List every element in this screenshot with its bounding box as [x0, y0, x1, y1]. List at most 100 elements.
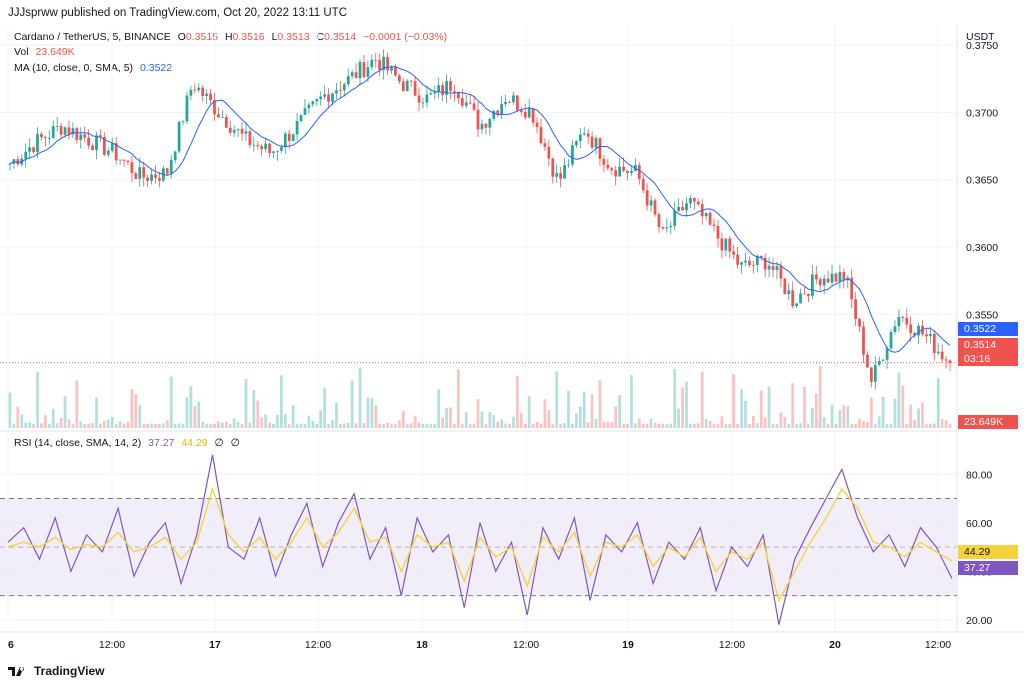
volume-bar	[728, 423, 732, 428]
candle-body	[169, 159, 173, 174]
candle-body	[901, 316, 905, 318]
volume-bar	[154, 423, 157, 428]
candle-body	[716, 226, 720, 239]
volume-bar	[881, 396, 885, 428]
tradingview-logo[interactable]: TradingView	[8, 664, 104, 678]
volume-bar	[405, 423, 409, 428]
published-header: JJJsprww published on TradingView.com, O…	[8, 7, 347, 19]
candle-body	[276, 150, 279, 152]
volume-bar	[220, 422, 224, 428]
candle-body	[775, 266, 779, 271]
volume-bar	[909, 404, 913, 428]
candle-body	[645, 190, 649, 206]
volume-bar	[185, 397, 189, 428]
last-price-tag: 0.3514	[958, 338, 1018, 352]
volume-bar	[578, 406, 582, 428]
volume-bar	[165, 420, 169, 428]
candle-body	[102, 136, 106, 155]
volume-bar	[8, 392, 12, 428]
candle-body	[940, 351, 944, 360]
volume-bar	[126, 421, 130, 428]
ma-legend[interactable]: MA (10, close, 0, SMA, 5) 0.3522	[14, 62, 176, 74]
candle-body	[492, 110, 496, 119]
candle-body	[928, 333, 932, 337]
volume-bar	[767, 386, 771, 428]
volume-bar	[858, 419, 861, 428]
volume-bar	[630, 375, 633, 428]
candle-body	[346, 76, 350, 85]
volume-bar	[763, 417, 767, 428]
candle-body	[630, 170, 633, 173]
volume-bar	[637, 418, 641, 428]
candle-body	[16, 159, 20, 165]
volume-bar	[16, 406, 20, 428]
candle-body	[378, 59, 382, 71]
volume-bar	[838, 409, 842, 428]
volume-bar	[842, 405, 846, 428]
candle-body	[154, 174, 157, 178]
volume-bar	[901, 385, 905, 428]
candle-body	[114, 143, 118, 161]
candle-body	[390, 66, 393, 71]
candle-body	[331, 93, 334, 102]
candle-body	[405, 80, 409, 91]
volume-bar	[28, 422, 32, 428]
candle-body	[692, 198, 696, 202]
volume-bar	[228, 423, 232, 428]
volume-bar	[386, 422, 389, 428]
volume-bar	[618, 395, 622, 428]
price-legend[interactable]: Cardano / TetherUS, 5, BINANCE O0.3515 H…	[14, 31, 451, 43]
candle-body	[614, 170, 618, 177]
volume-bar	[456, 369, 460, 428]
volume-bar	[323, 387, 327, 428]
volume-bar	[535, 421, 539, 428]
candle-body	[32, 147, 35, 153]
candle-body	[335, 90, 338, 94]
candle-body	[382, 56, 386, 71]
candle-body	[531, 108, 535, 123]
candle-body	[437, 85, 441, 92]
volume-bar	[716, 423, 720, 428]
candle-body	[91, 145, 94, 151]
candle-body	[515, 95, 519, 111]
volume-bar	[252, 390, 256, 428]
volume-bar	[433, 423, 437, 428]
candle-body	[260, 146, 264, 150]
candle-body	[810, 274, 814, 296]
volume-bar	[67, 419, 71, 428]
volume-bar	[826, 423, 830, 428]
candle-body	[779, 266, 783, 279]
time-tick-label: 20	[829, 639, 841, 651]
volume-bar	[559, 423, 563, 428]
candle-body	[425, 94, 429, 103]
price-tick-label: 0.3550	[966, 309, 998, 321]
volume-bar	[12, 423, 16, 428]
candle-body	[63, 127, 67, 135]
candle-body	[327, 94, 330, 102]
volume-legend[interactable]: Vol 23.649K	[14, 46, 79, 58]
volume-bar	[307, 415, 311, 428]
rsi-legend[interactable]: RSI (14, close, SMA, 14, 2) 37.27 44.29 …	[14, 437, 244, 449]
volume-bar	[567, 390, 570, 428]
candle-body	[47, 137, 51, 139]
candle-body	[712, 224, 716, 227]
volume-bar	[370, 398, 374, 428]
volume-bar	[948, 423, 952, 428]
volume-bar	[213, 423, 216, 428]
candle-body	[279, 147, 283, 151]
candle-body	[909, 324, 913, 334]
candle-body	[193, 89, 197, 91]
candle-body	[547, 146, 551, 159]
volume-bar	[563, 423, 566, 428]
candle-body	[240, 128, 244, 134]
candle-body	[417, 95, 421, 103]
candle-body	[189, 89, 193, 96]
volume-bar	[437, 389, 441, 428]
volume-bar	[181, 423, 185, 428]
volume-bar	[319, 410, 323, 428]
candle-body	[830, 273, 834, 283]
volume-bar	[512, 416, 515, 428]
volume-bar	[744, 401, 747, 428]
volume-bar	[614, 406, 618, 428]
